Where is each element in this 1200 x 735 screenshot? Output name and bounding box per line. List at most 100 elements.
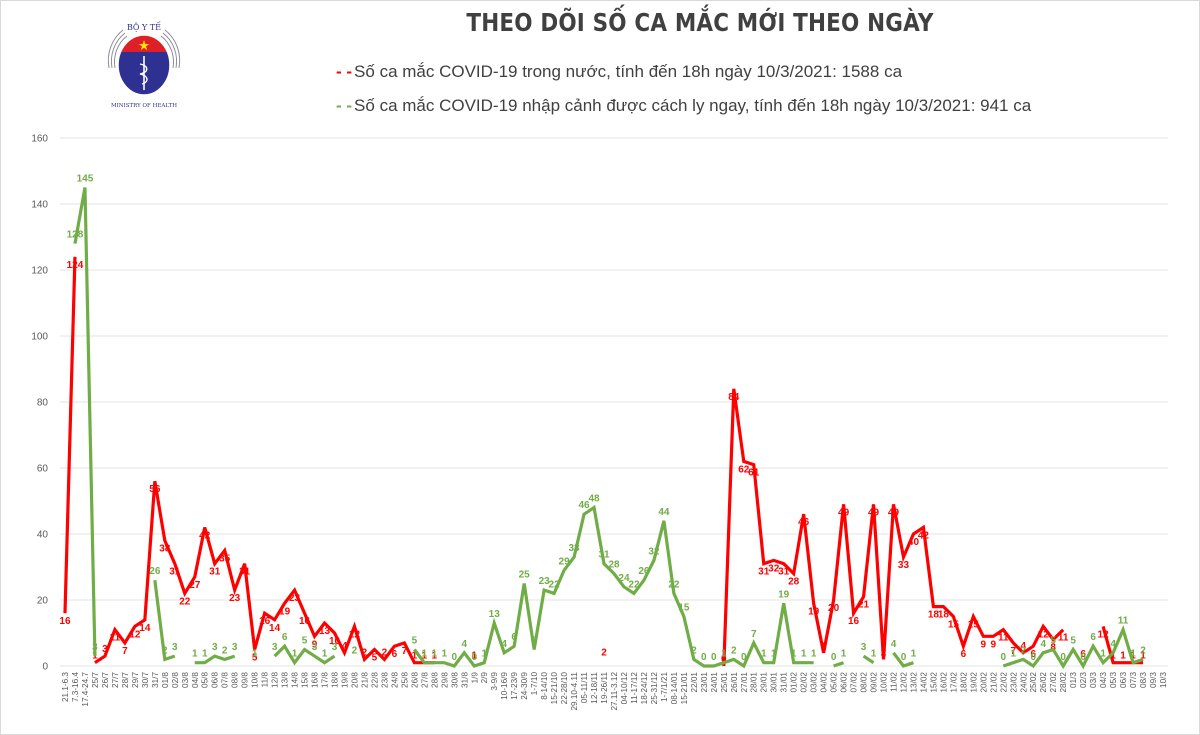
x-tick-label: 04-10/12 — [620, 672, 629, 705]
x-tick-label: 19-26/11 — [600, 672, 609, 704]
x-tick-label: 27/01 — [740, 672, 749, 693]
x-tick-label: 25/8 — [400, 672, 409, 688]
data-label: 1 — [1110, 651, 1116, 662]
data-label: 3 — [212, 642, 218, 653]
data-label: 4 — [1020, 641, 1026, 652]
data-label: 23 — [289, 593, 301, 604]
data-label: 40 — [908, 537, 920, 548]
x-tick-label: 22/8 — [370, 672, 379, 688]
data-label: 7 — [122, 646, 128, 657]
data-label: 26 — [638, 566, 650, 577]
x-tick-label: 24/01 — [710, 672, 719, 693]
data-label: 0 — [452, 652, 458, 663]
x-tick-label: 21/02 — [989, 672, 998, 693]
x-tick-label: 17/02 — [949, 672, 958, 693]
x-tick-label: 1/9 — [470, 672, 479, 684]
x-tick-label: 08/02 — [860, 672, 869, 693]
x-tick-label: 01/3 — [1069, 672, 1078, 688]
x-tick-label: 2/9 — [480, 672, 489, 684]
data-label: 4 — [821, 641, 827, 652]
data-label: 38 — [159, 544, 171, 555]
x-tick-label: 29.10-4.11 — [570, 672, 579, 711]
data-label: 7 — [1010, 646, 1016, 657]
data-label: 32 — [648, 546, 660, 557]
x-tick-label: 05/02 — [830, 672, 839, 693]
x-tick-label: 03/3 — [1089, 672, 1098, 688]
x-tick-label: 8-14/10 — [540, 672, 549, 700]
data-label: 7 — [402, 646, 408, 657]
x-tick-label: 28/8 — [430, 672, 439, 688]
data-label: 62 — [738, 464, 750, 475]
legend-label-imported: Số ca mắc COVID-19 nhập cảnh được cách l… — [354, 96, 1032, 115]
data-label: 33 — [898, 560, 910, 571]
x-tick-label: 27/8 — [420, 672, 429, 688]
data-label: 6 — [1090, 632, 1096, 643]
data-label: 11 — [1118, 616, 1129, 627]
data-label: 11 — [110, 633, 121, 644]
x-tick-label: 19/02 — [969, 672, 978, 693]
data-label: 12 — [349, 629, 361, 640]
data-label: 2 — [162, 645, 168, 656]
data-label: 42 — [918, 530, 930, 541]
data-label: 11 — [998, 633, 1009, 644]
data-label: 3 — [272, 642, 278, 653]
data-label: 9 — [981, 639, 987, 650]
data-label: 19 — [778, 589, 790, 600]
x-tick-label: 15-21/01 — [680, 672, 689, 705]
data-label: 1 — [432, 651, 438, 662]
data-label: 6 — [282, 632, 288, 643]
data-label: 42 — [199, 530, 211, 541]
data-label: 32 — [768, 563, 780, 574]
x-tick-label: 10/02 — [880, 672, 889, 693]
data-label: 1 — [202, 649, 208, 660]
data-label: 48 — [588, 494, 600, 505]
data-label: 35 — [219, 554, 231, 565]
x-tick-label: 10-16/9 — [500, 672, 509, 700]
x-tick-label: 05/3 — [1109, 672, 1118, 688]
x-tick-label: 02/3 — [1079, 672, 1088, 688]
x-tick-label: 11/02 — [889, 672, 898, 692]
x-tick-label: 10/3 — [1159, 672, 1168, 688]
data-label: 0 — [721, 654, 727, 665]
x-tick-label: 15/8 — [301, 672, 310, 688]
legend-marker-red: - - — [336, 62, 353, 81]
x-tick-label: 1-7/10 — [530, 672, 539, 696]
x-tick-label: 26/8 — [410, 672, 419, 688]
data-label: 56 — [149, 484, 161, 495]
x-tick-label: 22-28/10 — [560, 672, 569, 705]
x-tick-label: 23/8 — [380, 672, 389, 688]
data-label: 3 — [312, 642, 318, 653]
data-label: 2 — [601, 647, 607, 658]
data-label: 31 — [758, 567, 770, 578]
svg-text:BỘ Y TẾ: BỘ Y TẾ — [127, 22, 161, 32]
data-label: 2 — [1020, 645, 1026, 656]
x-tick-label: 7.3-16.4 — [71, 672, 80, 702]
x-tick-label: 15/02 — [929, 672, 938, 693]
data-label: 28 — [608, 560, 620, 571]
data-label: 23 — [539, 576, 551, 587]
legend-label-domestic: Số ca mắc COVID-19 trong nước, tính đến … — [354, 62, 903, 81]
y-tick-label: 40 — [37, 530, 49, 541]
y-tick-label: 20 — [37, 596, 49, 607]
data-label: 0 — [1030, 652, 1036, 663]
x-tick-label: 11/8 — [261, 672, 270, 688]
data-label: 2 — [691, 645, 697, 656]
x-tick-label: 17-23/9 — [510, 672, 519, 700]
data-label: 5 — [531, 636, 537, 647]
y-tick-label: 80 — [37, 398, 49, 409]
data-label: 12 — [1038, 629, 1050, 640]
x-tick-label: 12/02 — [899, 672, 908, 693]
data-label: 16 — [848, 616, 860, 627]
x-tick-label: 17/8 — [321, 672, 330, 688]
x-tick-label: 3-9/9 — [490, 672, 499, 691]
data-label: 15 — [678, 603, 690, 614]
data-label: 3 — [332, 642, 338, 653]
data-label: 20 — [828, 603, 840, 614]
x-tick-label: 12-18/11 — [590, 672, 599, 704]
data-label: 0 — [831, 652, 837, 663]
data-label: 1 — [911, 649, 917, 660]
x-tick-label: 27/02 — [1049, 672, 1058, 693]
data-label: 6 — [511, 632, 517, 643]
data-label: 1 — [1120, 651, 1126, 662]
